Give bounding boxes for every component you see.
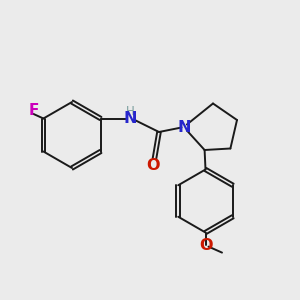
Text: N: N xyxy=(124,111,137,126)
Text: H: H xyxy=(126,105,135,119)
Text: N: N xyxy=(178,120,191,135)
Text: F: F xyxy=(29,103,39,118)
Text: O: O xyxy=(146,158,160,173)
Text: O: O xyxy=(199,238,212,253)
